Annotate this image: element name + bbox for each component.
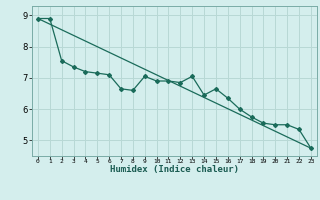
X-axis label: Humidex (Indice chaleur): Humidex (Indice chaleur) — [110, 165, 239, 174]
